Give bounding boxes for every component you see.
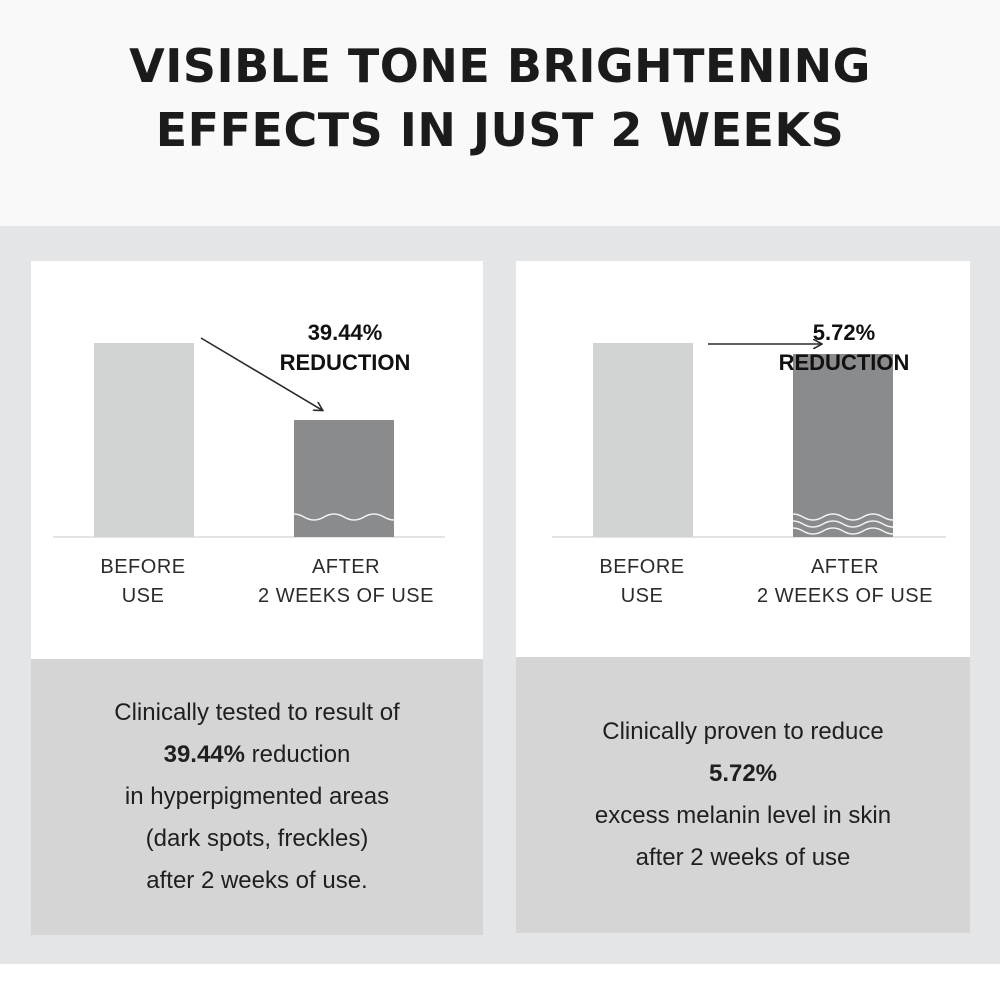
description-box-1: Clinically tested to result of 39.44% re… [31,659,483,935]
chart-2-callout-value: 5.72% [812,320,876,345]
tick-label: 2 WEEKS OF USE [258,585,434,607]
chart-2-before-label: BEFORE USE [562,553,722,611]
chart-1-callout-value: 39.44% [307,320,383,345]
tick-label: BEFORE [100,556,186,578]
wave-line [782,527,904,535]
bar-after [793,354,893,537]
description-2-highlight: 5.72% [708,760,778,787]
title-line-1: VISIBLE TONE BRIGHTENING [129,39,871,93]
tick-label: USE [121,585,165,607]
chart-card-2: 5.72% REDUCTION BEFORE USE AFTER 2 WEEKS… [516,261,970,657]
wave-line [283,513,405,521]
reduction-arrow [200,337,322,410]
description-2-line-3: excess melanin level in skin [594,802,892,829]
description-2-line-1: Clinically proven to reduce [602,718,884,745]
chart-2-callout: 5.72% REDUCTION [760,318,928,378]
chart-1-callout: 39.44% REDUCTION [261,318,429,378]
tick-label: AFTER [311,556,381,578]
tick-label: 2 WEEKS OF USE [757,585,933,607]
description-2-line-4: after 2 weeks of use [635,844,851,871]
chart-1-after-label: AFTER 2 WEEKS OF USE [231,553,461,611]
bar-before [94,343,194,537]
bottom-margin [0,964,1000,1000]
tick-label: BEFORE [599,556,685,578]
tick-label: AFTER [810,556,880,578]
description-1-line-4: (dark spots, freckles) [145,825,369,852]
description-1-line-2-rest: reduction [245,741,351,768]
description-1-line-1: Clinically tested to result of [114,699,400,726]
description-1-line-2: 39.44% reduction [164,734,351,776]
description-box-2: Clinically proven to reduce 5.72% excess… [516,657,970,933]
chart-1-callout-label: REDUCTION [279,350,411,375]
chart-1-svg [53,337,445,538]
description-1-line-5: after 2 weeks of use. [146,867,368,894]
page-title: VISIBLE TONE BRIGHTENING EFFECTS IN JUST… [0,34,1000,162]
chart-2-callout-label: REDUCTION [778,350,910,375]
description-2-line-2: 5.72% [709,753,777,795]
chart-card-1: 39.44% REDUCTION BEFORE USE AFTER 2 WEEK… [31,261,483,659]
tick-label: USE [620,585,664,607]
chart-2-after-label: AFTER 2 WEEKS OF USE [730,553,960,611]
wave-line [782,520,904,528]
title-line-2: EFFECTS IN JUST 2 WEEKS [155,103,845,157]
wave-line [782,513,904,521]
chart-2-svg [552,261,946,538]
header-band [0,0,1000,226]
description-1-highlight: 39.44% [163,741,245,768]
chart-1-before-label: BEFORE USE [63,553,223,611]
bar-before [593,343,693,537]
description-1-line-3: in hyperpigmented areas [124,783,390,810]
